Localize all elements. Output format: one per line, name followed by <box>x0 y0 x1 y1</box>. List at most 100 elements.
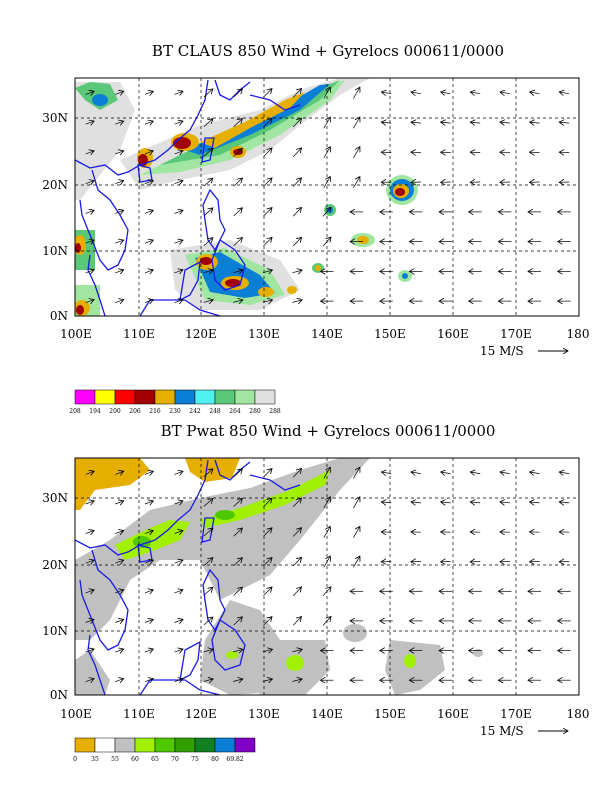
wind-arrow <box>174 210 184 213</box>
wind-arrow <box>144 91 153 94</box>
wind-arrow <box>323 497 331 509</box>
wind-arrow <box>233 528 243 537</box>
lon-label: 170E <box>500 327 532 341</box>
colorbar-label: 242 <box>189 408 201 415</box>
wind-arrow <box>203 178 213 187</box>
wind-arrow <box>292 118 301 128</box>
wind-arrow <box>292 469 301 478</box>
wind-arrow <box>441 502 451 503</box>
lat-label: 10N <box>42 244 68 258</box>
colorbar-swatch <box>114 737 136 753</box>
wind-arrow <box>323 526 331 538</box>
wind-arrow <box>144 590 153 593</box>
colorbar-swatch <box>174 389 196 405</box>
wind-arrow <box>203 649 214 652</box>
wind-arrow <box>115 121 124 124</box>
wind-arrow <box>411 122 421 123</box>
wind-arrow <box>559 502 570 503</box>
lon-label: 110E <box>123 707 155 721</box>
colorbar-swatch <box>154 737 176 753</box>
wind-arrow <box>203 469 213 478</box>
wind-arrow <box>263 528 273 537</box>
wind-arrow <box>174 181 184 184</box>
vector-ref-label: 15 M/S <box>480 344 524 358</box>
map-frame <box>74 77 580 317</box>
wind-arrow <box>203 617 213 626</box>
wind-arrow <box>411 92 421 94</box>
wind-arrow <box>500 92 510 94</box>
wind-arrow <box>322 237 331 247</box>
wind-arrow <box>85 300 95 303</box>
lon-label: 100E <box>60 707 92 721</box>
wind-arrow <box>470 472 481 474</box>
wind-arrow <box>470 122 481 123</box>
lon-label: 120E <box>185 327 217 341</box>
colorbar-swatch <box>114 389 136 405</box>
lon-label: 110E <box>123 327 155 341</box>
wind-arrow <box>263 208 273 217</box>
wind-arrow <box>85 501 95 504</box>
wind-arrow <box>323 87 331 99</box>
wind-arrow <box>353 117 360 129</box>
colorbar-label: 70 <box>171 756 179 763</box>
wind-arrow <box>292 498 301 508</box>
wind-arrow <box>323 117 331 129</box>
colorbar-swatch <box>194 389 216 405</box>
wind-arrow <box>263 237 273 247</box>
colorbar-label: 0 <box>73 756 77 763</box>
wind-arrow <box>263 148 273 157</box>
lat-labels: 30N 20N 10N 0N <box>42 491 68 702</box>
wind-arrow <box>381 122 392 123</box>
wind-arrow <box>470 502 481 503</box>
colorbar-label: 55 <box>111 756 119 763</box>
wind-arrow <box>144 501 153 504</box>
wind-arrow <box>353 467 360 479</box>
lat-label: 30N <box>42 111 68 125</box>
wind-arrow <box>85 121 95 124</box>
colorbar-label: 230 <box>169 408 181 415</box>
wind-arrow <box>174 91 184 94</box>
wind-arrow <box>292 617 301 626</box>
wind-arrow <box>174 121 184 124</box>
wind-arrow <box>144 649 153 652</box>
colorbar-label: 69.82 <box>226 756 243 763</box>
wind-arrow <box>233 270 243 273</box>
colorbar-swatch <box>74 737 96 753</box>
colorbar-label: 80 <box>211 756 219 763</box>
wind-arrow <box>530 122 540 123</box>
wind-arrow <box>262 300 273 303</box>
wind-arrow <box>292 89 301 98</box>
wind-arrow <box>85 240 95 243</box>
wind-arrow <box>263 178 273 187</box>
colorbar-swatch <box>254 389 276 405</box>
wind-arrow <box>353 526 360 538</box>
lon-label: 180 <box>567 707 590 721</box>
wind-arrow <box>292 300 303 303</box>
wind-arrow <box>144 240 153 243</box>
wind-arrow <box>144 181 153 184</box>
wind-arrow <box>203 119 213 127</box>
colorbar-label: 206 <box>129 408 141 415</box>
wind-arrow <box>174 649 184 652</box>
wind-arrow <box>203 587 213 596</box>
wind-arrow <box>203 499 213 507</box>
wind-arrow <box>353 177 360 188</box>
wind-arrow <box>441 122 451 123</box>
wind-arrow <box>353 556 360 568</box>
wind-arrow <box>263 498 273 507</box>
wind-arrow <box>263 558 273 567</box>
lat-label: 30N <box>42 491 68 505</box>
wind-arrow <box>233 679 243 682</box>
wind-arrow <box>292 557 301 567</box>
wind-arrow <box>292 237 301 247</box>
wind-arrow <box>115 210 124 213</box>
wind-arrow <box>292 679 303 682</box>
lat-labels: 30N 20N 10N 0N <box>42 111 68 323</box>
wind-arrow <box>115 240 124 243</box>
wind-arrow <box>85 210 95 213</box>
colorbar-swatch <box>174 737 196 753</box>
wind-arrow <box>233 208 243 217</box>
wind-arrow <box>203 148 213 157</box>
wind-arrow <box>115 560 124 563</box>
colorbar-swatch <box>214 737 236 753</box>
